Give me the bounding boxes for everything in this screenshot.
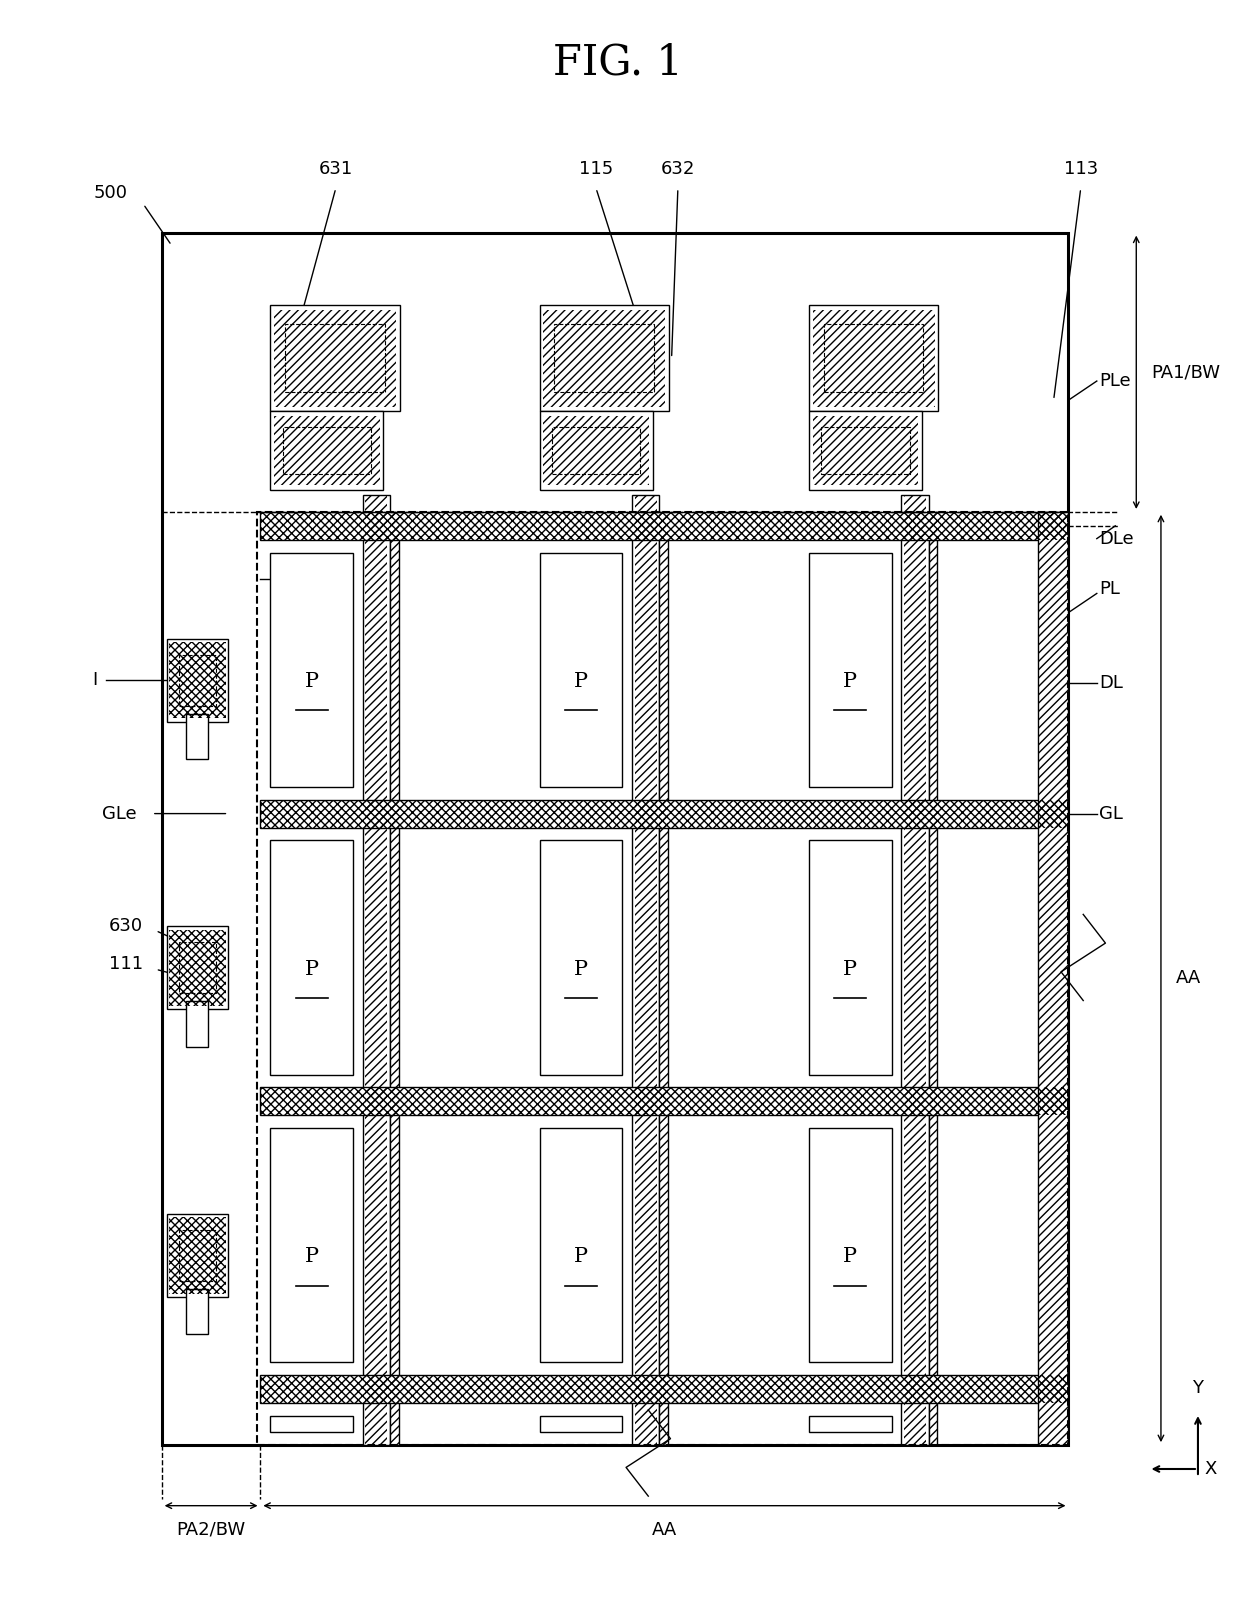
- Text: P: P: [843, 960, 857, 978]
- Bar: [821, 427, 910, 473]
- Bar: [260, 1374, 1069, 1403]
- Bar: [179, 655, 216, 706]
- Bar: [808, 411, 923, 489]
- Bar: [270, 553, 353, 786]
- Text: PL: PL: [1100, 580, 1120, 598]
- Bar: [260, 1087, 1069, 1115]
- Bar: [186, 1002, 208, 1047]
- Text: Y: Y: [1193, 1379, 1204, 1397]
- Bar: [260, 511, 1069, 540]
- Text: P: P: [305, 1248, 319, 1266]
- Text: 111: 111: [109, 956, 144, 973]
- Bar: [539, 411, 652, 489]
- Text: I: I: [92, 671, 98, 689]
- Bar: [1038, 511, 1069, 1445]
- Bar: [539, 841, 622, 1074]
- Bar: [389, 511, 398, 1445]
- Text: 630: 630: [109, 917, 144, 935]
- Text: I': I': [316, 570, 326, 588]
- Bar: [166, 639, 228, 722]
- Bar: [260, 1087, 1069, 1115]
- Text: 500: 500: [94, 184, 128, 201]
- Bar: [270, 1128, 353, 1363]
- Bar: [274, 310, 396, 406]
- Text: FIG. 1: FIG. 1: [553, 42, 683, 83]
- Text: DLe: DLe: [1100, 529, 1133, 548]
- Bar: [554, 324, 655, 392]
- Bar: [166, 927, 228, 1010]
- Bar: [363, 495, 389, 1445]
- Bar: [179, 943, 216, 994]
- Bar: [169, 1218, 226, 1294]
- Bar: [260, 799, 1069, 828]
- Text: 632: 632: [661, 160, 696, 177]
- Bar: [186, 1290, 208, 1334]
- Bar: [260, 799, 1069, 828]
- Bar: [285, 324, 384, 392]
- Text: DL: DL: [1100, 674, 1123, 692]
- Bar: [929, 511, 937, 1445]
- Text: AA: AA: [652, 1521, 677, 1539]
- Text: 115: 115: [579, 160, 613, 177]
- Bar: [808, 1416, 892, 1432]
- Bar: [539, 1128, 622, 1363]
- Bar: [260, 511, 1069, 540]
- Bar: [161, 233, 1069, 1445]
- Text: PA2/BW: PA2/BW: [176, 1521, 246, 1539]
- Bar: [366, 495, 387, 1445]
- Bar: [901, 495, 929, 1445]
- Bar: [539, 1416, 622, 1432]
- Bar: [389, 511, 398, 1445]
- Text: P: P: [843, 1248, 857, 1266]
- Bar: [660, 511, 668, 1445]
- Text: GL: GL: [1100, 805, 1123, 823]
- Bar: [257, 511, 1069, 1445]
- Bar: [179, 1230, 216, 1282]
- Bar: [929, 511, 937, 1445]
- Bar: [808, 1128, 892, 1363]
- Bar: [539, 553, 622, 786]
- Bar: [632, 495, 660, 1445]
- Bar: [270, 411, 383, 489]
- Text: GLe: GLe: [103, 805, 138, 823]
- Bar: [274, 415, 379, 484]
- Bar: [812, 310, 935, 406]
- Bar: [270, 841, 353, 1074]
- Bar: [660, 511, 668, 1445]
- Text: 631: 631: [319, 160, 353, 177]
- Text: 113: 113: [1064, 160, 1097, 177]
- Bar: [169, 642, 226, 719]
- Bar: [166, 1214, 228, 1298]
- Text: P: P: [843, 671, 857, 690]
- Text: P: P: [574, 960, 588, 978]
- Bar: [635, 495, 657, 1445]
- Bar: [904, 495, 926, 1445]
- Bar: [808, 305, 939, 411]
- Bar: [812, 415, 919, 484]
- Text: PA1/BW: PA1/BW: [1151, 363, 1220, 382]
- Bar: [270, 305, 399, 411]
- Bar: [808, 553, 892, 786]
- Text: P: P: [574, 671, 588, 690]
- Text: P: P: [305, 671, 319, 690]
- Bar: [270, 1416, 353, 1432]
- Bar: [808, 841, 892, 1074]
- Bar: [260, 1374, 1069, 1403]
- Bar: [823, 324, 924, 392]
- Bar: [543, 415, 649, 484]
- Bar: [1038, 511, 1069, 1445]
- Bar: [539, 305, 668, 411]
- Bar: [283, 427, 371, 473]
- Bar: [552, 427, 640, 473]
- Text: P: P: [574, 1248, 588, 1266]
- Text: AA: AA: [1176, 970, 1202, 988]
- Bar: [169, 930, 226, 1007]
- Text: PLe: PLe: [1100, 372, 1131, 390]
- Bar: [543, 310, 665, 406]
- Bar: [186, 714, 208, 759]
- Text: P: P: [305, 960, 319, 978]
- Text: X: X: [1204, 1461, 1216, 1478]
